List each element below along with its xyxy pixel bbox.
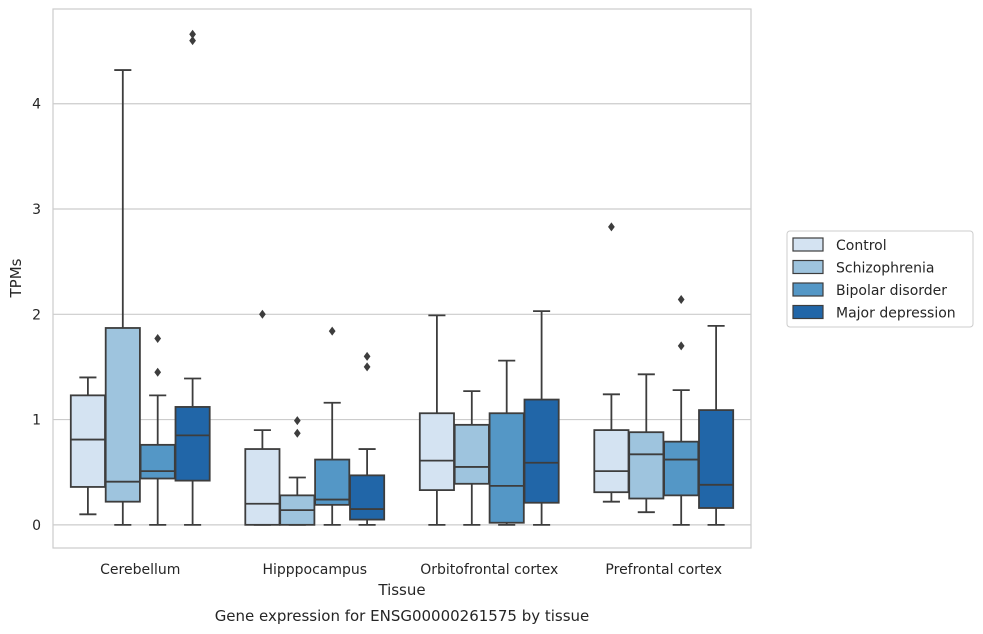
box [349, 351, 386, 526]
box [453, 390, 490, 526]
box [593, 222, 630, 503]
x-tick-label: Orbitofrontal cortex [420, 562, 558, 578]
box [244, 309, 281, 526]
box-body [418, 412, 455, 491]
x-tick-label: Cerebellum [100, 562, 180, 578]
outlier-point [154, 334, 162, 344]
outlier-point [608, 222, 615, 232]
box-series [69, 29, 735, 526]
outlier-point [363, 362, 371, 372]
y-tick-label: 3 [32, 202, 41, 218]
x-tick-label: Prefrontal cortex [605, 562, 722, 578]
box [69, 376, 106, 516]
legend-label: Bipolar disorder [836, 283, 947, 299]
box-body [488, 412, 525, 524]
box [698, 324, 735, 526]
box-body [593, 429, 630, 494]
outlier-point [677, 341, 685, 351]
legend-swatch [792, 237, 824, 252]
box-body [139, 443, 176, 480]
outlier-point [189, 36, 196, 46]
legend-label: Control [836, 238, 887, 254]
legend: Control Schizophrenia Bipolar disorder Majo… [786, 230, 974, 328]
outlier-point [189, 29, 196, 39]
y-axis-title: TPMs [7, 258, 25, 298]
box-body [453, 423, 490, 485]
y-tick-label: 0 [32, 518, 41, 534]
legend-frame [786, 230, 974, 328]
grid-lines [53, 103, 751, 526]
box-body [314, 458, 351, 506]
x-axis-title: Tissue [377, 581, 425, 599]
box-body [349, 474, 386, 521]
x-tick-label: Hipppocampus [262, 562, 367, 578]
outlier-point [293, 416, 301, 426]
box-body [698, 409, 735, 509]
legend-swatch [792, 259, 824, 275]
x-tick-labels: Cerebellum Hipppocampus Orbitofrontal cort… [100, 562, 722, 578]
box [174, 29, 211, 526]
outlier-point [677, 295, 685, 305]
box-body [628, 431, 665, 500]
box [418, 314, 455, 526]
box-body [69, 394, 106, 488]
outlier-point [328, 326, 336, 336]
y-tick-label: 1 [32, 413, 41, 429]
box [279, 416, 316, 526]
box [523, 310, 560, 526]
outlier-point [293, 428, 301, 438]
box-body [174, 406, 211, 482]
box-body [104, 327, 141, 503]
y-tick-labels: 0 1 2 3 4 [32, 97, 41, 534]
series-control [69, 222, 630, 526]
outlier-point [154, 367, 162, 377]
y-tick-label: 2 [32, 307, 41, 323]
legend-swatch [792, 304, 824, 320]
series-bipolar-disorder [139, 295, 700, 526]
outlier-point [363, 351, 371, 361]
box-body [244, 448, 281, 526]
box-body [663, 440, 700, 497]
chart-caption: Gene expression for ENSG00000261575 by t… [215, 607, 590, 625]
y-tick-label: 4 [32, 97, 41, 113]
box-body [523, 398, 560, 504]
box [628, 373, 665, 514]
series-schizophrenia [104, 69, 665, 526]
legend-swatch [792, 282, 824, 297]
series-major-depression [174, 29, 735, 526]
legend-label: Schizophrenia [836, 261, 934, 277]
legend-label: Major depression [836, 306, 956, 322]
outlier-point [259, 309, 266, 319]
box [104, 69, 141, 526]
box [488, 359, 525, 526]
